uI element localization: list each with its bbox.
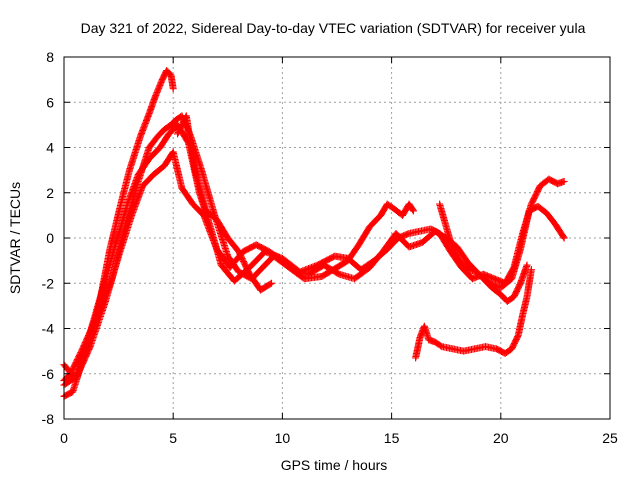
x-tick-label: 15 — [384, 430, 400, 446]
series-track-7 — [412, 266, 535, 362]
y-axis-label: SDTVAR / TECUs — [7, 182, 23, 294]
x-tick-label: 25 — [602, 430, 618, 446]
series-track-6 — [436, 200, 531, 305]
y-tick-label: 4 — [46, 140, 54, 156]
data-point — [527, 266, 535, 274]
x-axis-label: GPS time / hours — [281, 457, 388, 473]
y-tick-label: -4 — [42, 321, 55, 337]
y-tick-label: 8 — [46, 49, 54, 65]
x-tick-label: 0 — [60, 430, 68, 446]
data-points — [60, 67, 568, 400]
x-tick-label: 20 — [493, 430, 509, 446]
series-track-3 — [60, 121, 568, 382]
chart-title: Day 321 of 2022, Sidereal Day-to-day VTE… — [81, 20, 586, 36]
data-point-interp — [266, 280, 274, 288]
data-point — [267, 279, 275, 287]
data-point-interp — [559, 233, 567, 241]
axis-ticks: 0 5 10 15 20 25 -8 -6 -4 -2 0 2 4 6 8 — [42, 49, 618, 446]
y-tick-label: -2 — [42, 275, 55, 291]
y-tick-label: -6 — [42, 366, 55, 382]
data-point — [409, 207, 417, 215]
y-tick-label: 0 — [46, 230, 54, 246]
x-tick-label: 10 — [275, 430, 291, 446]
y-tick-label: 2 — [46, 185, 54, 201]
y-tick-label: 6 — [46, 94, 54, 110]
data-point-interp — [409, 206, 417, 214]
y-tick-label: -8 — [42, 411, 55, 427]
data-point — [560, 234, 568, 242]
data-point — [523, 261, 531, 269]
series-track-5 — [174, 112, 275, 294]
data-point — [560, 177, 568, 185]
x-tick-label: 5 — [169, 430, 177, 446]
grid-lines — [64, 57, 610, 419]
data-point — [169, 85, 177, 93]
